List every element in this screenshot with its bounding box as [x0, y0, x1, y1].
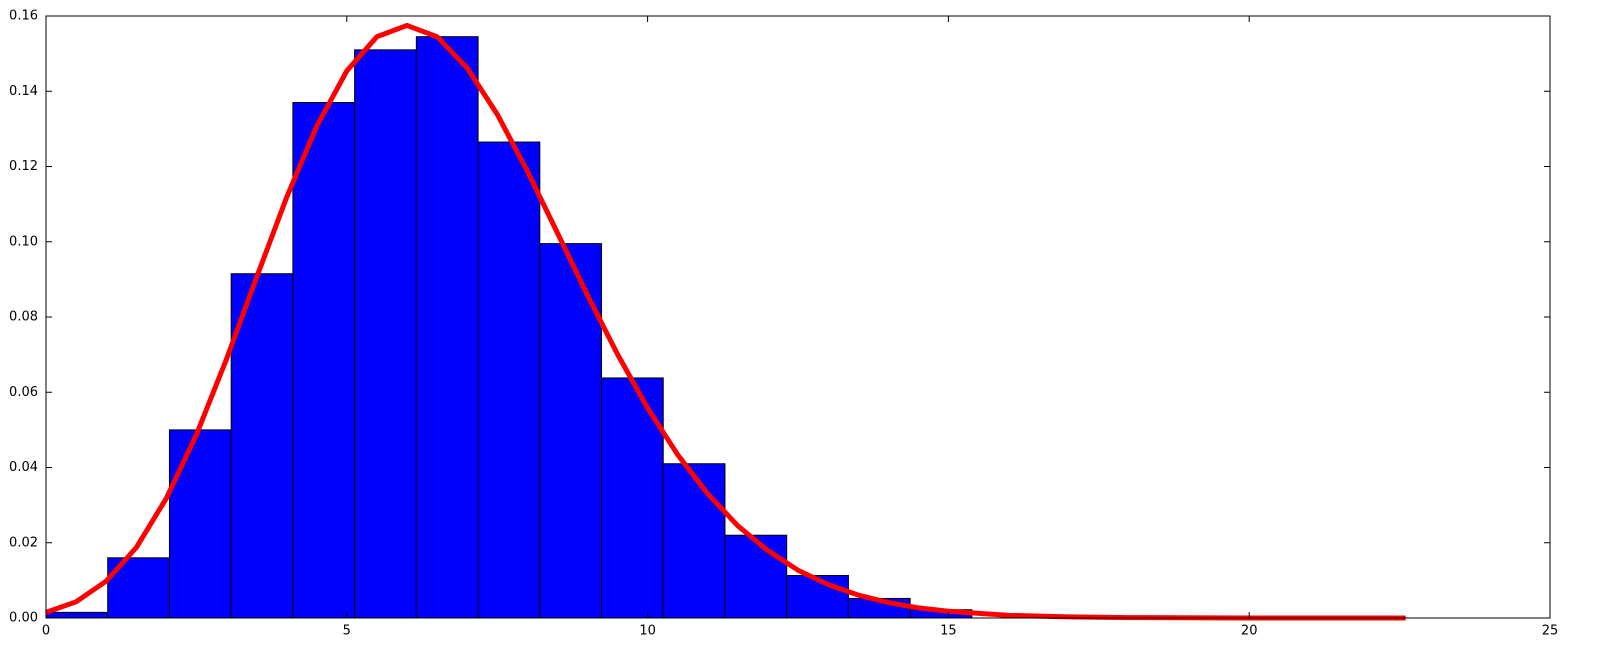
- y-tick-label: 0.14: [9, 84, 38, 99]
- histogram-bar: [477, 141, 541, 619]
- y-tick-label: 0.16: [9, 9, 38, 24]
- x-tick-label: 20: [1241, 624, 1258, 639]
- histogram-bar: [230, 273, 294, 619]
- curve-line: [45, 22, 1406, 621]
- x-tick-label: 0: [42, 624, 50, 639]
- histogram-bar: [415, 36, 479, 619]
- histogram-bar: [354, 49, 417, 619]
- y-tick-label: 0.06: [9, 385, 38, 400]
- histogram-bar: [45, 611, 109, 619]
- y-tick-label: 0.00: [9, 611, 38, 626]
- histogram-bar: [168, 429, 232, 619]
- y-tick-label: 0.10: [9, 234, 38, 249]
- x-tick-label: 25: [1542, 624, 1559, 639]
- histogram-bar: [724, 534, 788, 619]
- y-tick-label: 0.12: [9, 159, 38, 174]
- x-tick-label: 5: [343, 624, 351, 639]
- x-tick-label: 15: [940, 624, 957, 639]
- x-tick-label: 10: [639, 624, 656, 639]
- histogram-bar: [292, 102, 356, 619]
- y-tick-label: 0.08: [9, 310, 38, 325]
- histogram-bar: [662, 463, 726, 619]
- y-tick-label: 0.02: [9, 535, 38, 550]
- y-tick-label: 0.04: [9, 460, 38, 475]
